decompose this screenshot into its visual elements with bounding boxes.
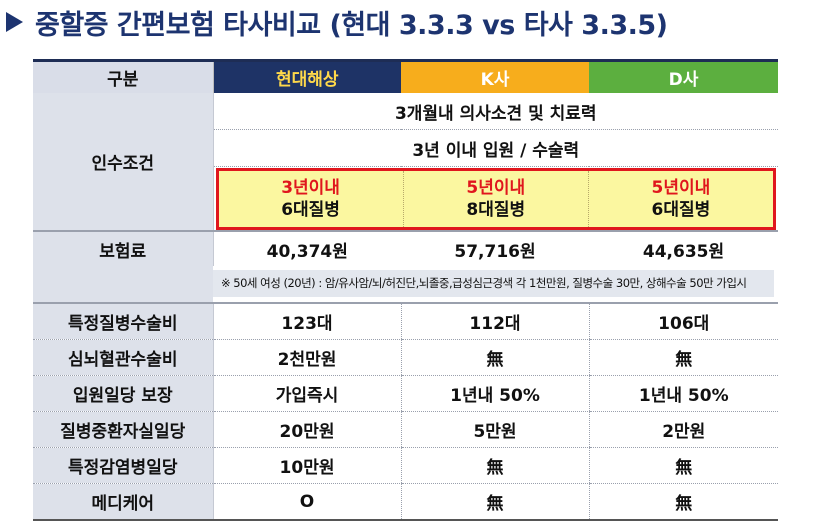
header-d-company: D사 bbox=[589, 60, 778, 93]
page-title-text: 중할증 간편보험 타사비교 (현대 3.3.3 vs 타사 3.3.5) bbox=[35, 9, 668, 41]
underwriting-label: 인수조건 bbox=[33, 93, 214, 232]
condition-period: 5년이내 bbox=[651, 177, 711, 198]
conditions-highlight-box: 3년이내 6대질병 5년이내 8대질병 5년이내 6대질병 bbox=[215, 167, 776, 230]
underwriting-conditions-row: 3년이내 6대질병 5년이내 8대질병 5년이내 6대질병 bbox=[33, 166, 778, 232]
row-label: 특정질병수술비 bbox=[33, 303, 214, 340]
table-row: 메디케어 O 無 無 bbox=[33, 483, 778, 520]
row-label: 심뇌혈관수술비 bbox=[33, 339, 214, 376]
row-value-d-company: 無 bbox=[588, 447, 778, 484]
premium-hyundai: 40,374원 bbox=[266, 241, 348, 262]
premium-d-company: 44,635원 bbox=[642, 241, 725, 262]
header-hyundai: 현대해상 bbox=[213, 60, 401, 93]
underwriting-line-1: 3개월내 의사소견 및 치료력 bbox=[213, 93, 778, 130]
row-value-d-company: 2만원 bbox=[588, 411, 778, 448]
row-value-d-company: 1년내 50% bbox=[588, 375, 778, 412]
premium-note-row: ※ 50세 여성 (20년) : 암/유사암/뇌/허진단,뇌졸중,급성심근경색 … bbox=[33, 266, 778, 304]
row-value-k-company: 無 bbox=[400, 447, 589, 484]
premium-note: ※ 50세 여성 (20년) : 암/유사암/뇌/허진단,뇌졸중,급성심근경색 … bbox=[213, 270, 774, 297]
row-value-hyundai: 20만원 bbox=[213, 411, 401, 448]
row-label: 질병중환자실일당 bbox=[33, 411, 214, 448]
comparison-table: 구분 현대해상 K사 D사 인수조건 3개월내 의사소견 및 치료력 3년 이내… bbox=[33, 59, 778, 521]
row-value-d-company: 無 bbox=[588, 339, 778, 376]
row-label: 입원일당 보장 bbox=[33, 375, 214, 412]
row-value-d-company: 無 bbox=[588, 483, 778, 520]
table-row: 특정질병수술비 123대 112대 106대 bbox=[33, 303, 778, 340]
row-value-k-company: 5만원 bbox=[400, 411, 589, 448]
header-k-company: K사 bbox=[401, 60, 589, 93]
row-value-hyundai: 10만원 bbox=[213, 447, 401, 484]
condition-disease: 6대질병 bbox=[651, 199, 711, 220]
table-row: 입원일당 보장 가입즉시 1년내 50% 1년내 50% bbox=[33, 375, 778, 412]
page-title: 중할증 간편보험 타사비교 (현대 3.3.3 vs 타사 3.3.5) bbox=[6, 2, 668, 42]
row-value-hyundai: 가입즉시 bbox=[213, 375, 401, 412]
condition-k-company: 5년이내 8대질병 bbox=[402, 170, 588, 227]
table-row: 특정감염병일당 10만원 無 無 bbox=[33, 447, 778, 484]
table-row: 질병중환자실일당 20만원 5만원 2만원 bbox=[33, 411, 778, 448]
header-row: 구분 현대해상 K사 D사 bbox=[33, 60, 778, 93]
condition-d-company: 5년이내 6대질병 bbox=[587, 170, 773, 227]
premium-row: 보험료 40,374원 57,716원 44,635원 bbox=[33, 231, 778, 266]
row-value-d-company: 106대 bbox=[588, 303, 778, 340]
header-category: 구분 bbox=[33, 60, 214, 93]
row-value-k-company: 112대 bbox=[400, 303, 589, 340]
row-label: 특정감염병일당 bbox=[33, 447, 214, 484]
condition-period: 5년이내 bbox=[466, 177, 526, 198]
premium-k-company: 57,716원 bbox=[454, 241, 536, 262]
underwriting-row-1: 인수조건 3개월내 의사소견 및 치료력 bbox=[33, 93, 778, 232]
premium-label: 보험료 bbox=[33, 231, 214, 266]
table-row: 심뇌혈관수술비 2천만원 無 無 bbox=[33, 339, 778, 376]
condition-period: 3년이내 bbox=[281, 177, 340, 198]
underwriting-line-2: 3년 이내 입원 / 수술력 bbox=[213, 129, 778, 167]
note-spacer bbox=[33, 266, 213, 304]
row-value-k-company: 無 bbox=[400, 483, 589, 520]
row-value-hyundai: 2천만원 bbox=[213, 339, 401, 376]
row-value-hyundai: 123대 bbox=[213, 303, 401, 340]
condition-disease: 6대질병 bbox=[281, 199, 340, 220]
row-value-k-company: 無 bbox=[400, 339, 589, 376]
underwriting-row-2: 3년 이내 입원 / 수술력 bbox=[33, 129, 778, 167]
row-label: 메디케어 bbox=[33, 483, 214, 520]
condition-disease: 8대질병 bbox=[466, 199, 526, 220]
conditions-cell: 3년이내 6대질병 5년이내 8대질병 5년이내 6대질병 bbox=[213, 166, 778, 232]
triangle-bullet-icon bbox=[6, 12, 23, 32]
premium-note-cell: ※ 50세 여성 (20년) : 암/유사암/뇌/허진단,뇌졸중,급성심근경색 … bbox=[213, 266, 778, 304]
row-value-hyundai: O bbox=[299, 491, 315, 512]
condition-hyundai: 3년이내 6대질병 bbox=[219, 171, 403, 227]
row-value-k-company: 1년내 50% bbox=[400, 375, 589, 412]
